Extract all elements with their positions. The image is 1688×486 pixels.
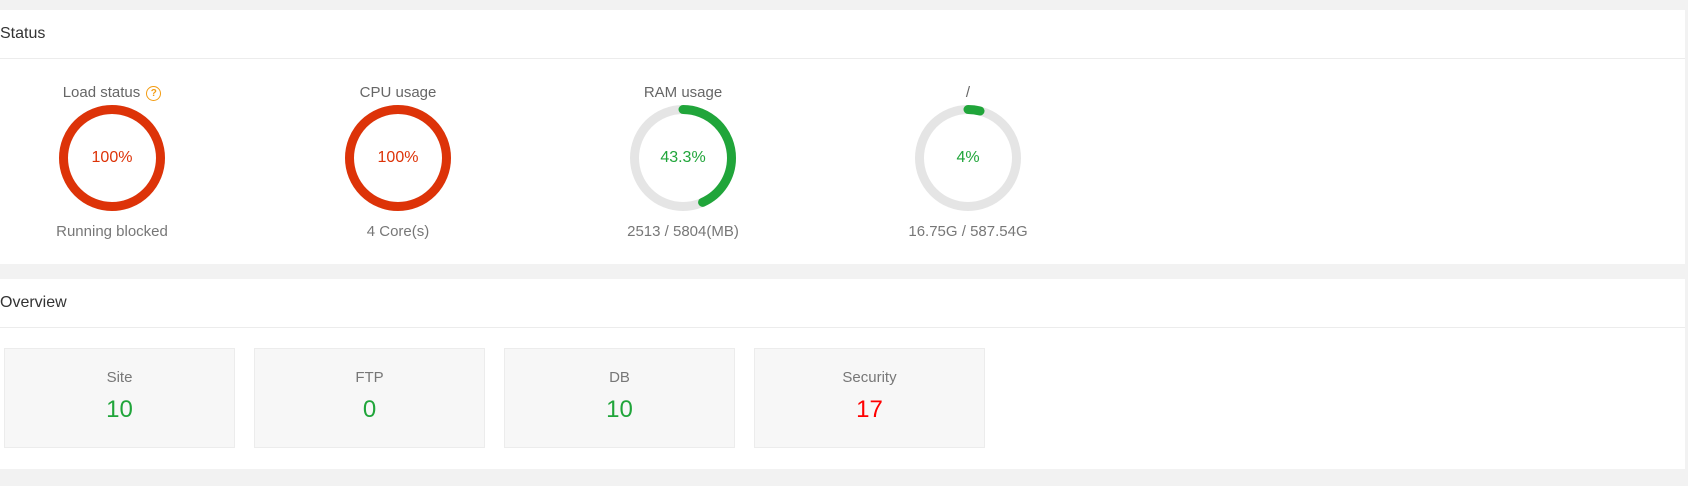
site-label: Site [106,369,133,386]
gauge-ring-svg [915,105,1021,211]
ram-usage-value: 43.3% [660,149,706,166]
ftp-card[interactable]: FTP 0 [254,348,485,448]
db-count[interactable]: 10 [606,396,633,423]
ram-usage-title: RAM usage [643,84,723,101]
cpu-usage-sub: 4 Core(s) [366,223,430,240]
disk-usage-title: / [965,84,971,101]
load-status-ring [59,105,165,211]
security-count[interactable]: 17 [856,396,883,423]
site-count[interactable]: 10 [106,396,133,423]
load-status-sub: Running blocked [56,223,168,240]
security-card[interactable]: Security 17 [754,348,985,448]
load-status-value: 100% [91,149,133,166]
cpu-usage-title: CPU usage [359,84,437,101]
gauge-ring-svg [59,105,165,211]
question-circle-icon[interactable]: ? [146,86,162,101]
disk-usage-value: 4% [956,149,980,166]
cpu-usage-value: 100% [377,149,419,166]
disk-usage-ring [915,105,1021,211]
gauge-fill-arc [59,105,165,211]
gauge-fill-arc [345,105,451,211]
gauge-fill-arc [915,105,1021,211]
ftp-label: FTP [355,369,384,386]
overview-panel: Overview Site 10 FTP 0 DB 10 Security 17 [0,279,1685,469]
gauge-ring-svg [345,105,451,211]
db-label: DB [609,369,630,386]
status-header: Status [0,10,1685,59]
security-label: Security [842,369,897,386]
gauge-ring-svg [630,105,736,211]
db-card[interactable]: DB 10 [504,348,735,448]
disk-usage-sub: 16.75G / 587.54G [908,223,1028,240]
ram-usage-ring [630,105,736,211]
ram-usage-sub: 2513 / 5804(MB) [627,223,739,240]
overview-header: Overview [0,279,1685,328]
overview-cards: Site 10 FTP 0 DB 10 Security 17 [0,328,1685,469]
load-status-title: Load status [62,84,141,101]
status-panel: Status Load status? 100% Running blocked… [0,10,1685,264]
site-card[interactable]: Site 10 [4,348,235,448]
gauge-fill-arc [630,105,736,211]
ftp-count[interactable]: 0 [362,396,377,423]
status-gauges: Load status? 100% Running blocked CPU us… [0,59,1685,264]
cpu-usage-ring [345,105,451,211]
